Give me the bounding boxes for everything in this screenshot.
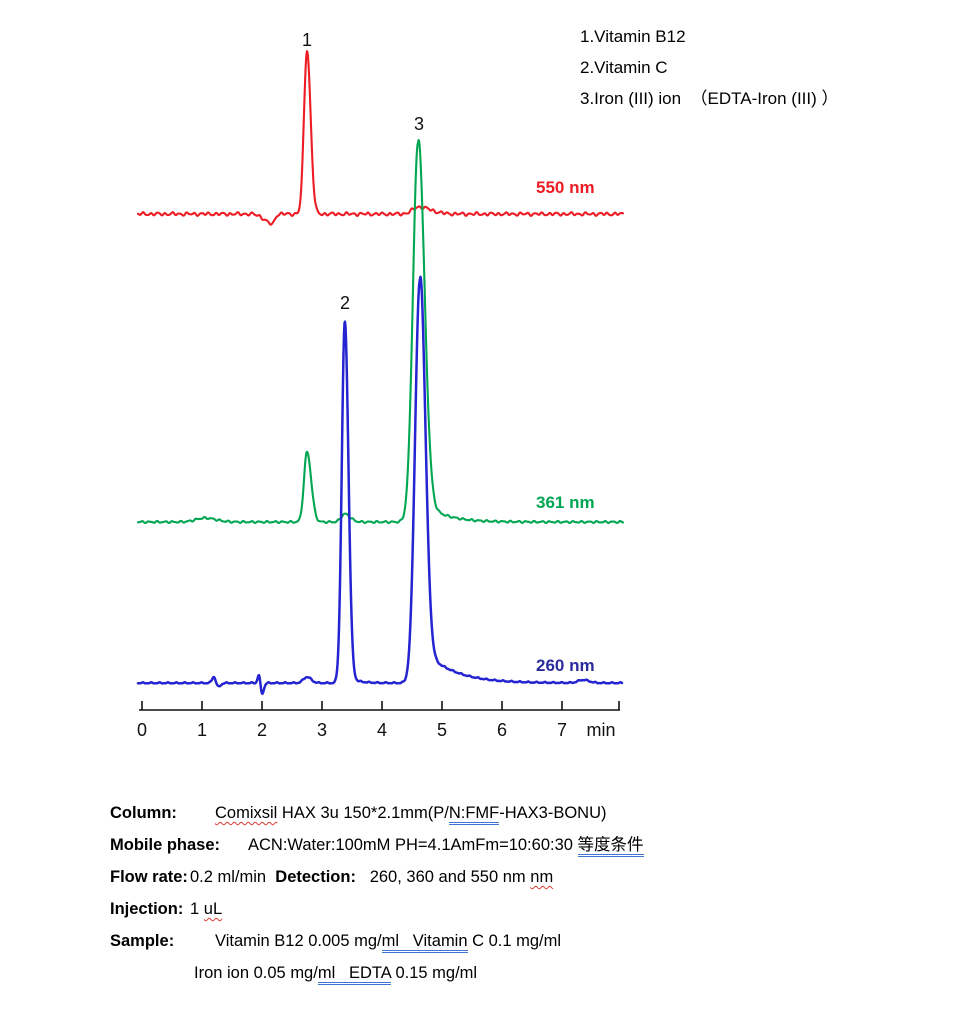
- legend-item-iron-ion: 3.Iron (III) ion （EDTA-Iron (III) ）: [580, 89, 839, 108]
- x-axis-tick-label: 5: [437, 720, 447, 740]
- wavelength-label-550-nm: 550 nm: [536, 178, 595, 197]
- grammar-underlined-text: ml EDTA: [317, 964, 391, 985]
- legend-item-vitamin-c: 2.Vitamin C: [580, 58, 668, 77]
- method-row: Column: Comixsil HAX 3u 150*2.1mm(P/N:FMF…: [110, 797, 644, 829]
- method-row: Iron ion 0.05 mg/ml EDTA 0.15 mg/ml: [110, 957, 644, 989]
- method-details: Column: Comixsil HAX 3u 150*2.1mm(P/N:FMF…: [110, 797, 644, 989]
- x-axis-tick-label: 0: [137, 720, 147, 740]
- spellcheck-underlined-text: nm: [530, 868, 554, 886]
- trace-550-nm: [136, 50, 625, 226]
- x-axis-tick-label: 6: [497, 720, 507, 740]
- peak-legend: 1.Vitamin B12 2.Vitamin C 3.Iron (III) i…: [580, 21, 839, 114]
- method-text-segment: Iron ion 0.05 mg/: [194, 964, 318, 982]
- method-row-label: Column:: [110, 804, 177, 822]
- method-row: Mobile phase: ACN:Water:100mM PH=4.1AmFm=…: [110, 829, 644, 861]
- method-row-label: Sample:: [110, 932, 175, 950]
- x-axis-tick-label: 4: [377, 720, 387, 740]
- grammar-underlined-text: 等度条件: [577, 836, 644, 857]
- method-row-label: Mobile phase:: [110, 836, 221, 854]
- trace-260-nm: [136, 275, 624, 695]
- method-text-segment: HAX 3u 150*2.1mm(P/: [277, 804, 449, 822]
- x-axis-tick-label: 2: [257, 720, 267, 740]
- x-axis-tick-label: 1: [197, 720, 207, 740]
- spellcheck-underlined-text: uL: [203, 900, 223, 918]
- method-row: Flow rate: 0.2 ml/min Detection: 260, 360…: [110, 861, 644, 893]
- method-text-segment: 260, 360 and 550 nm: [355, 868, 531, 886]
- x-axis-tick-label: 3: [317, 720, 327, 740]
- peak-marker-3: 3: [414, 114, 424, 134]
- spellcheck-underlined-text: Comixsil: [215, 804, 278, 822]
- method-text-segment: 0.15 mg/ml: [390, 964, 478, 982]
- wavelength-label-361-nm: 361 nm: [536, 493, 595, 512]
- method-row: Injection: 1 uL: [110, 893, 644, 925]
- method-text-segment: C 0.1 mg/ml: [467, 932, 562, 950]
- method-row: Sample: Vitamin B12 0.005 mg/ml Vitamin C…: [110, 925, 644, 957]
- method-row-label: Injection:: [110, 900, 184, 918]
- legend-item-vitamin-b12: 1.Vitamin B12: [580, 27, 686, 46]
- x-axis-tick-label: 7: [557, 720, 567, 740]
- method-text-segment: Detection:: [275, 868, 356, 886]
- method-text-segment: Vitamin B12 0.005 mg/: [215, 932, 382, 950]
- method-text-segment: 0.2 ml/min: [190, 868, 276, 886]
- peak-marker-2: 2: [340, 293, 350, 313]
- x-axis-unit-label: min: [586, 720, 615, 740]
- peak-marker-1: 1: [302, 30, 312, 50]
- grammar-underlined-text: ml Vitamin: [381, 932, 468, 953]
- method-text-segment: ACN:Water:100mM PH=4.1AmFm=10:60:30: [248, 836, 578, 854]
- grammar-underlined-text: N:FMF: [448, 804, 500, 825]
- wavelength-label-260-nm: 260 nm: [536, 656, 595, 675]
- method-row-label: Flow rate:: [110, 868, 188, 886]
- method-text-segment: -HAX3-BONU): [499, 804, 607, 822]
- trace-361-nm: [136, 138, 625, 525]
- method-text-segment: 1: [190, 900, 204, 918]
